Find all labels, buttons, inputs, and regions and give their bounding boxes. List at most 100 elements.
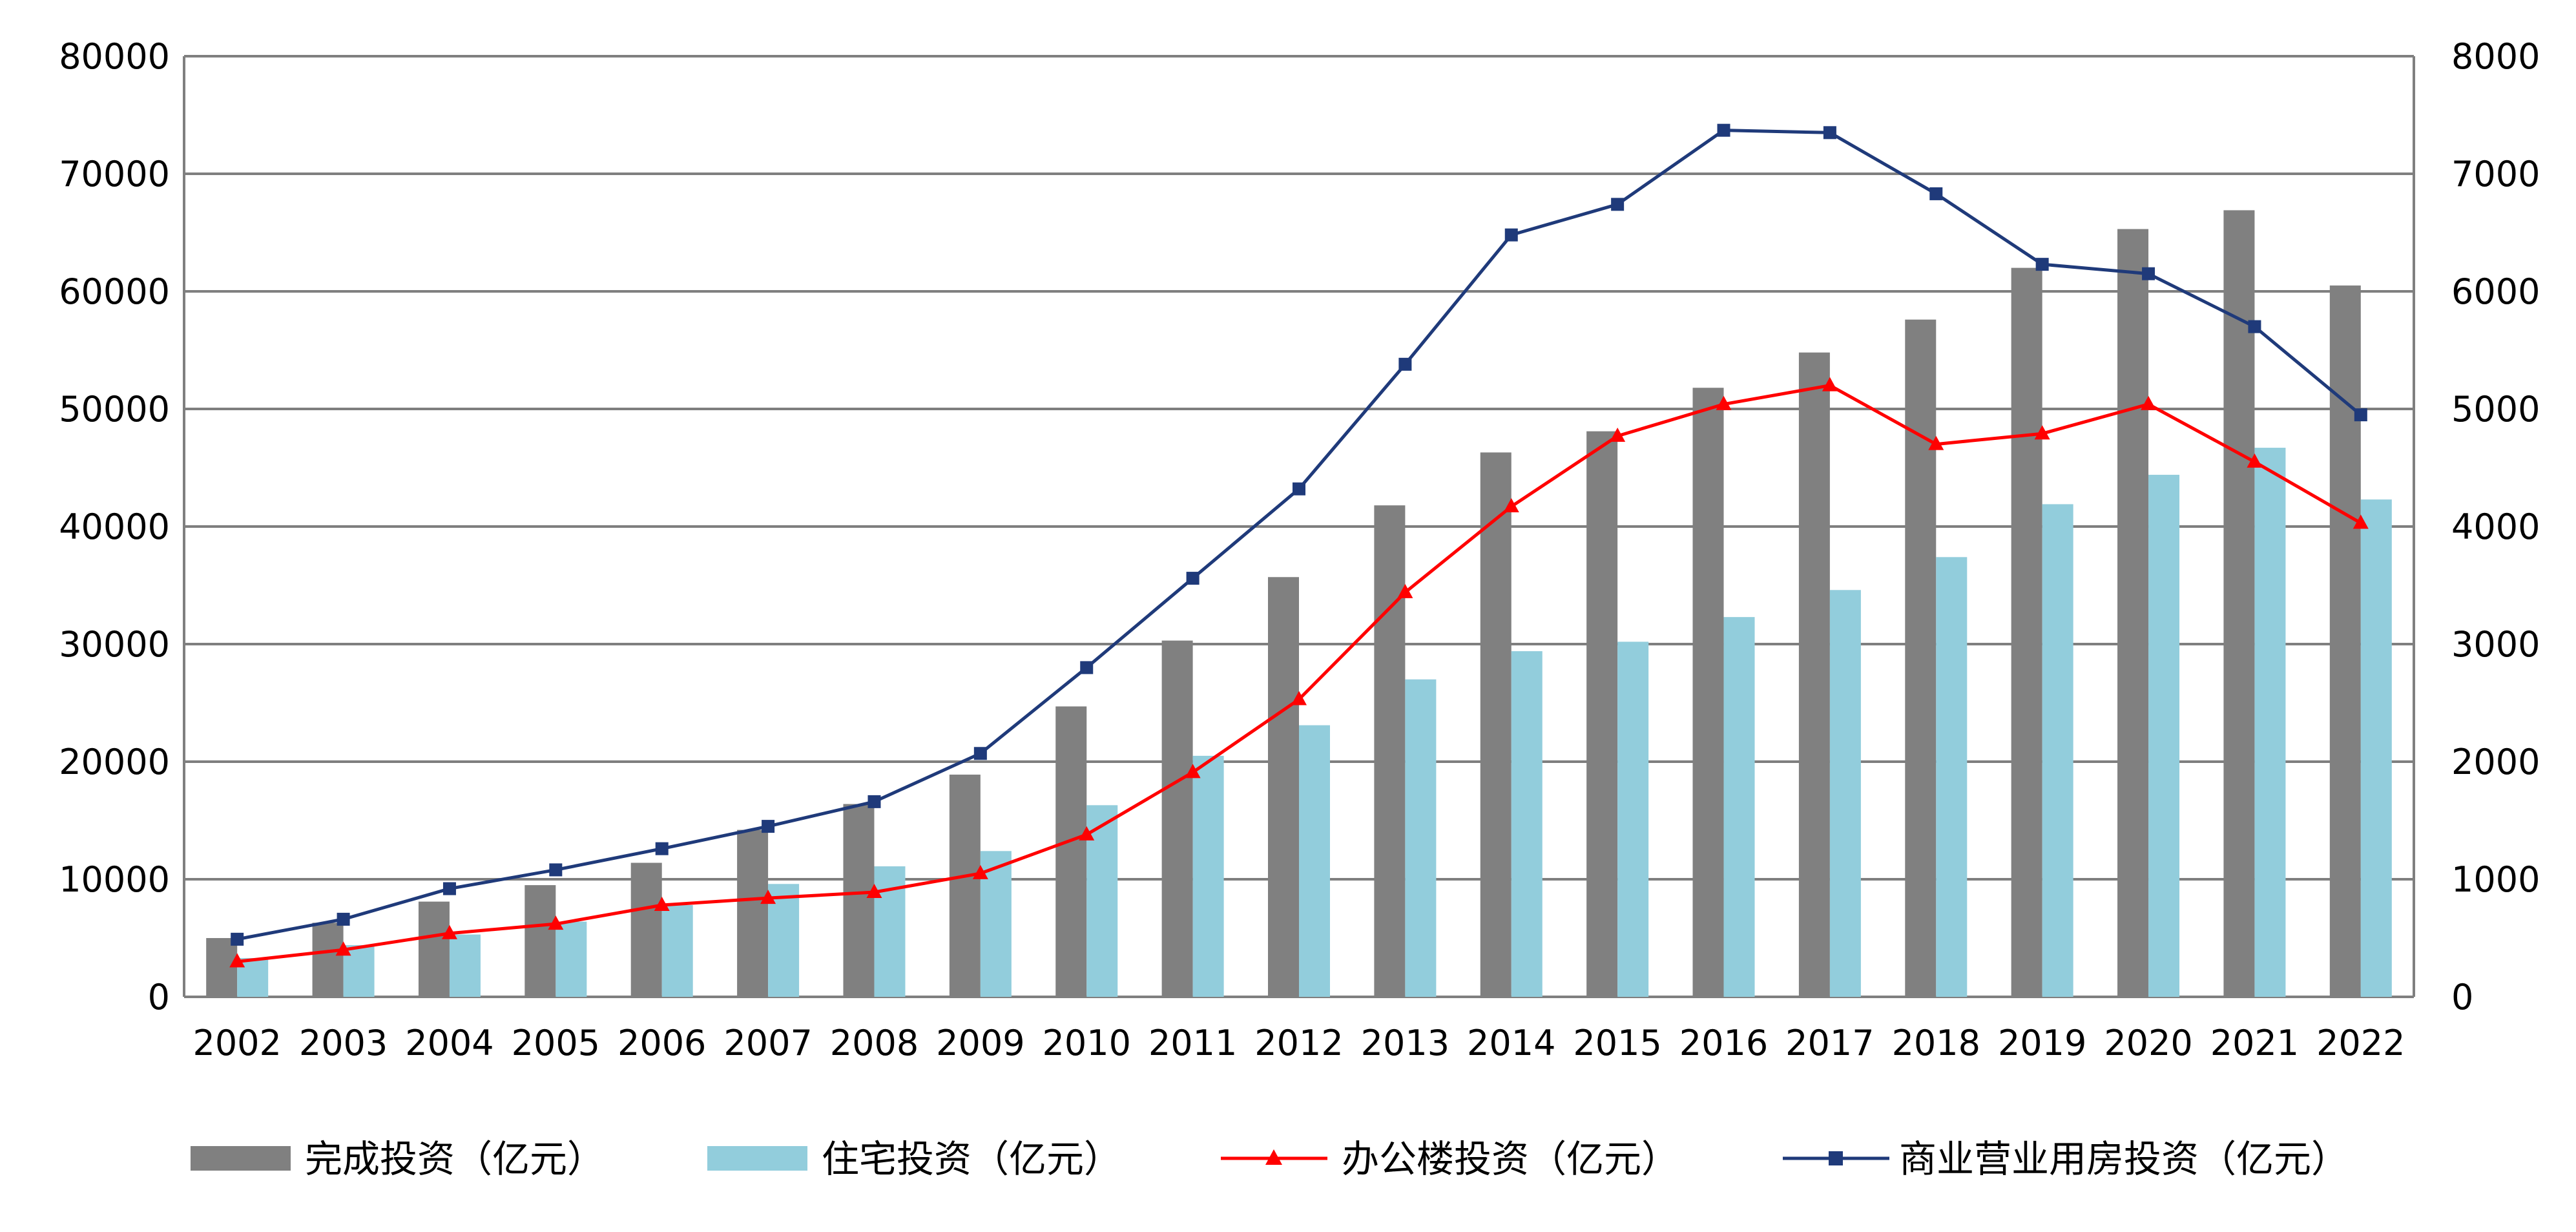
commercial-investment-point bbox=[2142, 267, 2155, 280]
y-left-tick-label: 20000 bbox=[59, 742, 170, 782]
office-investment-point bbox=[1822, 377, 1838, 392]
commercial-investment-point bbox=[2354, 408, 2367, 422]
bars bbox=[206, 210, 2392, 997]
legend-marker bbox=[1829, 1151, 1843, 1165]
commercial-investment-point bbox=[549, 863, 563, 877]
x-tick-label: 2016 bbox=[1679, 1023, 1768, 1063]
commercial-investment-point bbox=[867, 795, 881, 808]
bar-completed-investment bbox=[630, 862, 662, 997]
bar-completed-investment bbox=[525, 885, 556, 997]
x-tick-label: 2006 bbox=[618, 1023, 706, 1063]
lines bbox=[229, 123, 2369, 968]
bar-completed-investment bbox=[2011, 267, 2042, 997]
commercial-investment-point bbox=[2248, 320, 2261, 333]
commercial-investment-point bbox=[231, 932, 244, 946]
y-left-tick-label: 50000 bbox=[59, 389, 170, 430]
legend-swatch bbox=[707, 1146, 807, 1171]
legend-marker bbox=[1265, 1149, 1282, 1165]
y-left-tick-label: 10000 bbox=[59, 859, 170, 900]
bar-residential-investment bbox=[2042, 504, 2073, 997]
bar-completed-investment bbox=[1268, 577, 1299, 997]
office-investment-point bbox=[972, 864, 988, 879]
bar-completed-investment bbox=[949, 775, 981, 997]
x-tick-label: 2018 bbox=[1892, 1023, 1980, 1063]
bar-residential-investment bbox=[1829, 590, 1861, 997]
x-tick-label: 2010 bbox=[1043, 1023, 1131, 1063]
x-tick-label: 2020 bbox=[2104, 1023, 2192, 1063]
office-investment-point bbox=[548, 915, 564, 930]
legend-label: 办公楼投资（亿元） bbox=[1342, 1137, 1679, 1181]
office-investment-point bbox=[866, 884, 882, 899]
y-right-tick-label: 1000 bbox=[2451, 859, 2540, 900]
y-left-tick-label: 60000 bbox=[59, 271, 170, 312]
bar-residential-investment bbox=[661, 905, 693, 997]
commercial-investment-point bbox=[1080, 661, 1094, 674]
x-tick-label: 2011 bbox=[1148, 1023, 1237, 1063]
office-investment-point bbox=[1503, 498, 1519, 513]
y-right-tick-label: 8000 bbox=[2451, 36, 2540, 77]
y-left-tick-label: 40000 bbox=[59, 506, 170, 547]
bar-residential-investment bbox=[1617, 642, 1649, 997]
office-investment-point bbox=[2353, 514, 2369, 529]
commercial-investment-point bbox=[762, 820, 775, 833]
bar-completed-investment bbox=[1798, 352, 1830, 997]
commercial-investment-point bbox=[1293, 482, 1305, 496]
x-tick-label: 2021 bbox=[2210, 1023, 2299, 1063]
office-investment-point bbox=[335, 941, 351, 956]
office-investment-point bbox=[1079, 826, 1095, 840]
office-investment-point bbox=[2141, 395, 2157, 410]
y-right-tick-label: 3000 bbox=[2451, 624, 2540, 665]
y-right-tick-label: 5000 bbox=[2451, 389, 2540, 430]
legend-swatch bbox=[191, 1146, 291, 1171]
bar-completed-investment bbox=[2117, 229, 2149, 997]
x-tick-label: 2022 bbox=[2316, 1023, 2405, 1063]
y-left-tick-label: 70000 bbox=[59, 154, 170, 194]
bar-completed-investment bbox=[312, 923, 344, 997]
bar-residential-investment bbox=[1936, 557, 1968, 997]
x-tick-label: 2003 bbox=[299, 1023, 388, 1063]
legend-label: 住宅投资（亿元） bbox=[822, 1137, 1121, 1181]
bar-residential-investment bbox=[1192, 755, 1224, 997]
commercial-investment-point bbox=[1398, 357, 1412, 371]
commercial-investment-point bbox=[1186, 572, 1200, 585]
bar-residential-investment bbox=[449, 934, 481, 997]
bar-completed-investment bbox=[1374, 505, 1406, 997]
office-investment-point bbox=[1291, 691, 1307, 705]
x-tick-label: 2005 bbox=[512, 1023, 600, 1063]
office-investment-point bbox=[229, 953, 245, 968]
x-tick-label: 2014 bbox=[1467, 1023, 1555, 1063]
gridlines bbox=[184, 55, 2414, 998]
office-investment-point bbox=[2034, 425, 2050, 440]
y-left-tick-label: 0 bbox=[148, 977, 170, 1018]
commercial-investment-point bbox=[442, 882, 456, 895]
y-right-tick-label: 6000 bbox=[2451, 271, 2540, 312]
y-left-tick-label: 80000 bbox=[59, 36, 170, 77]
y-right-tick-label: 0 bbox=[2451, 977, 2473, 1018]
axes: 0100002000030000400005000060000700008000… bbox=[59, 36, 2540, 1063]
x-tick-label: 2019 bbox=[1998, 1023, 2086, 1063]
bar-completed-investment bbox=[843, 804, 875, 997]
x-tick-label: 2008 bbox=[830, 1023, 919, 1063]
office-investment-point bbox=[654, 897, 670, 912]
bar-residential-investment bbox=[2254, 448, 2286, 997]
x-tick-label: 2015 bbox=[1573, 1023, 1661, 1063]
bar-residential-investment bbox=[1086, 805, 1118, 997]
office-investment-point bbox=[1928, 435, 1944, 450]
office-investment-point bbox=[1397, 583, 1413, 598]
bar-completed-investment bbox=[1161, 640, 1193, 997]
office-investment-point bbox=[760, 890, 776, 904]
commercial-investment-point bbox=[1929, 187, 1943, 200]
bar-completed-investment bbox=[737, 830, 769, 997]
bar-completed-investment bbox=[1692, 388, 1724, 997]
x-tick-label: 2004 bbox=[405, 1023, 493, 1063]
x-tick-label: 2017 bbox=[1785, 1023, 1874, 1063]
bar-residential-investment bbox=[556, 921, 587, 997]
x-tick-label: 2012 bbox=[1254, 1023, 1343, 1063]
y-right-tick-label: 4000 bbox=[2451, 506, 2540, 547]
legend: 完成投资（亿元） 住宅投资（亿元） 办公楼投资（亿元） 商业营业用房投资（亿元） bbox=[191, 1137, 2349, 1181]
bar-completed-investment bbox=[1586, 431, 1618, 997]
x-tick-label: 2007 bbox=[723, 1023, 812, 1063]
x-tick-label: 2009 bbox=[936, 1023, 1024, 1063]
y-right-tick-label: 2000 bbox=[2451, 742, 2540, 782]
